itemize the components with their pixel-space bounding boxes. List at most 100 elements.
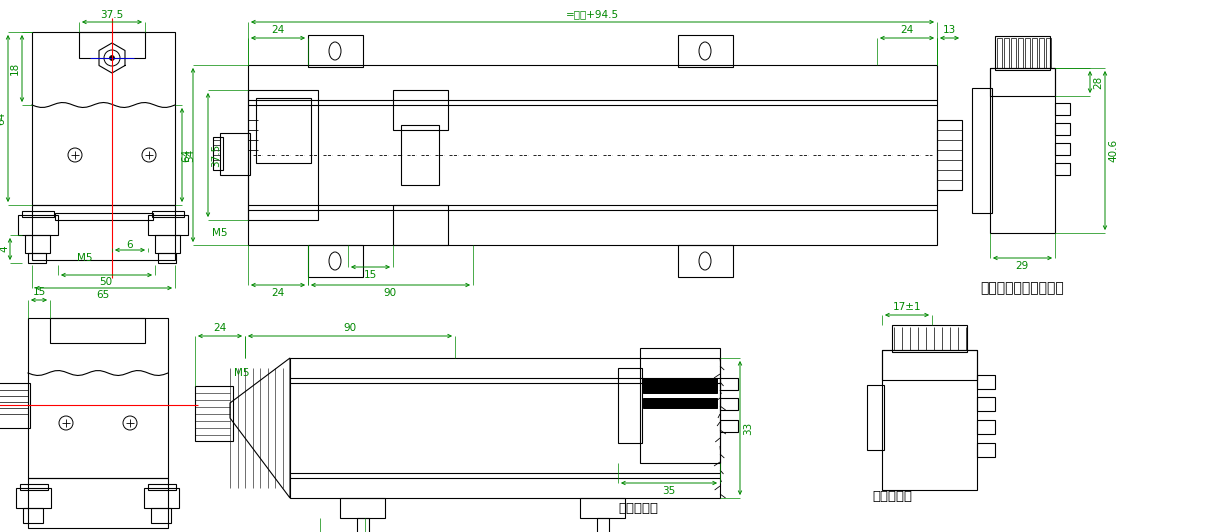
Text: 65: 65 — [97, 290, 110, 300]
Bar — [720, 378, 738, 390]
Bar — [308, 35, 364, 67]
Bar — [213, 137, 223, 170]
Bar — [597, 518, 610, 532]
Bar — [998, 38, 1002, 68]
Bar — [1055, 103, 1070, 115]
Bar — [977, 397, 995, 411]
Bar — [1024, 38, 1031, 68]
Bar — [720, 420, 738, 432]
Bar — [248, 90, 318, 220]
Text: 33: 33 — [743, 421, 753, 435]
Bar — [357, 518, 368, 532]
Text: M5: M5 — [234, 368, 250, 378]
Bar — [678, 245, 733, 277]
Bar — [32, 205, 175, 260]
Bar — [401, 125, 439, 185]
Text: 6: 6 — [127, 240, 133, 250]
Bar — [1055, 163, 1070, 175]
Bar — [80, 32, 144, 58]
Text: 防水接头式: 防水接头式 — [871, 491, 912, 503]
Bar — [290, 358, 720, 498]
Bar — [1004, 38, 1009, 68]
Text: =型号+94.5: =型号+94.5 — [565, 9, 618, 19]
Bar — [32, 32, 175, 205]
Bar — [977, 375, 995, 389]
Bar — [28, 318, 168, 478]
Text: 15: 15 — [32, 287, 45, 297]
Bar — [55, 213, 153, 220]
Text: 54: 54 — [185, 148, 195, 162]
Text: 40.6: 40.6 — [1108, 138, 1118, 162]
Bar — [148, 484, 176, 490]
Bar — [977, 443, 995, 457]
Bar — [152, 211, 184, 217]
Bar — [220, 133, 250, 175]
Bar — [340, 498, 386, 518]
Text: M5: M5 — [212, 228, 228, 238]
Bar — [148, 215, 188, 235]
Text: 37.5: 37.5 — [211, 144, 222, 167]
Bar — [1055, 143, 1070, 155]
Bar — [938, 120, 962, 190]
Bar — [50, 318, 144, 343]
Text: 24: 24 — [901, 25, 913, 35]
Bar — [23, 508, 43, 523]
Bar — [640, 348, 720, 463]
Bar — [643, 398, 717, 408]
Bar — [256, 98, 311, 163]
Bar — [16, 488, 51, 508]
Bar — [151, 508, 171, 523]
Bar — [158, 253, 176, 263]
Text: 64: 64 — [0, 111, 6, 124]
Bar — [972, 88, 991, 213]
Text: 17±1: 17±1 — [892, 302, 922, 312]
Bar — [1018, 38, 1023, 68]
Bar — [678, 35, 733, 67]
Bar — [1055, 123, 1070, 135]
Text: 64: 64 — [181, 148, 191, 162]
Bar — [393, 90, 448, 130]
Bar — [618, 368, 643, 443]
Text: M5: M5 — [77, 253, 93, 263]
Bar — [990, 68, 1055, 96]
Bar — [1039, 38, 1044, 68]
Bar — [580, 498, 625, 518]
Bar — [18, 215, 58, 235]
Bar — [990, 68, 1055, 233]
Circle shape — [109, 55, 115, 61]
Bar — [28, 478, 168, 528]
Text: 13: 13 — [942, 25, 956, 35]
Text: 4: 4 — [0, 246, 9, 252]
Bar — [308, 245, 364, 277]
Text: 15: 15 — [364, 270, 377, 280]
Bar — [144, 488, 179, 508]
Bar — [977, 420, 995, 434]
Bar — [24, 235, 50, 253]
Bar — [155, 235, 180, 253]
Text: 35: 35 — [662, 486, 676, 496]
Bar — [720, 398, 738, 410]
Polygon shape — [230, 358, 290, 498]
Text: 28: 28 — [1093, 76, 1103, 89]
Bar — [883, 350, 977, 380]
Bar — [22, 211, 54, 217]
Text: 24: 24 — [272, 25, 285, 35]
Bar — [28, 253, 47, 263]
Text: 赫斯曼插头式（标配）: 赫斯曼插头式（标配） — [980, 281, 1064, 295]
Text: 37.5: 37.5 — [100, 10, 124, 20]
Text: 航空插头式: 航空插头式 — [618, 502, 659, 514]
Bar — [643, 378, 717, 393]
Bar — [393, 205, 448, 245]
Bar — [1032, 38, 1037, 68]
Bar — [248, 65, 938, 245]
Bar — [20, 484, 48, 490]
Text: 29: 29 — [1016, 261, 1028, 271]
Bar — [883, 350, 977, 490]
Bar — [892, 325, 967, 352]
Bar — [1011, 38, 1016, 68]
Text: 18: 18 — [10, 61, 20, 74]
Text: 50: 50 — [99, 277, 113, 287]
Text: 24: 24 — [213, 323, 226, 333]
Text: 90: 90 — [383, 288, 397, 298]
Bar — [195, 386, 233, 441]
